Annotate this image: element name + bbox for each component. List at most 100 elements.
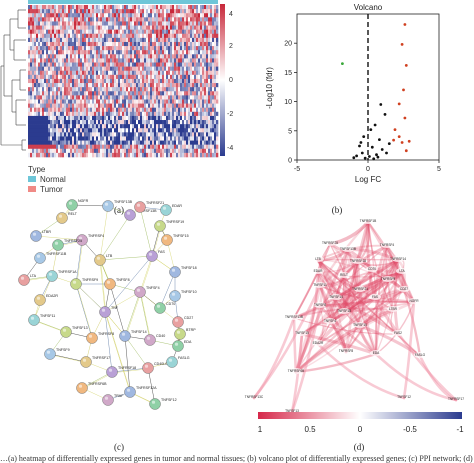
correlation-edge xyxy=(329,275,345,323)
volcano-point xyxy=(397,102,401,106)
ppi-edge xyxy=(100,260,112,285)
correlation-node-label: TNFSF13B xyxy=(340,247,356,251)
correlation-edge xyxy=(373,296,458,402)
ppi-edge xyxy=(75,283,93,339)
correlation-node-label: TNFSF8 xyxy=(314,303,326,307)
correlation-edge xyxy=(316,248,350,262)
ppi-edge xyxy=(147,367,156,405)
panel-a: 4 2 0 -2 -4 Type Normal Tumor xyxy=(0,0,240,200)
correlation-node-label: TNFRSF1B xyxy=(360,219,376,223)
ppi-node-label: CD40 xyxy=(156,334,165,338)
ppi-node: LTA xyxy=(18,274,37,286)
correlation-edge xyxy=(301,279,389,335)
correlation-node: TNFRSF11B xyxy=(285,314,303,320)
ppi-edge xyxy=(149,339,179,347)
x-tick-label: -5 xyxy=(294,166,300,173)
correlation-edge xyxy=(317,244,388,261)
correlation-node: TNFSF18 xyxy=(337,308,351,314)
ppi-edge xyxy=(39,244,59,259)
volcano-point xyxy=(373,123,377,127)
ppi-node: FAS xyxy=(146,250,165,262)
ppi-edge xyxy=(107,391,131,401)
correlation-edge xyxy=(317,259,421,357)
ppi-edge xyxy=(91,311,106,339)
ppi-edge xyxy=(105,312,126,337)
volcano-point xyxy=(359,141,363,144)
correlation-edge xyxy=(342,248,352,278)
correlation-edge xyxy=(357,259,399,266)
correlation-edge xyxy=(317,259,394,311)
ppi-edge xyxy=(100,260,107,313)
type-bar-normal xyxy=(28,0,218,4)
ppi-node: TNFSF13 xyxy=(60,326,88,338)
volcano-point xyxy=(375,153,378,157)
volcano-point xyxy=(369,128,373,132)
ppi-node: TNFRSF19 xyxy=(154,220,184,232)
correlation-edge xyxy=(374,245,388,355)
correlation-edge xyxy=(367,221,378,355)
correlation-node: TNFRSF4 xyxy=(380,242,394,248)
volcano-point xyxy=(393,128,397,132)
ppi-node-label: CD27 xyxy=(184,316,193,320)
ppi-edge xyxy=(166,239,176,273)
correlation-node: TNFRSF13C xyxy=(245,395,264,399)
ppi-edge xyxy=(51,275,77,285)
ppi-edge xyxy=(104,255,153,313)
correlation-edge xyxy=(317,261,359,273)
y-tick-label: 5 xyxy=(288,128,292,135)
ppi-node-label: TNFRSF9 xyxy=(82,278,98,282)
correlation-node-label: TNFSF15 xyxy=(295,331,309,335)
volcano-point xyxy=(385,151,388,155)
correlation-edge xyxy=(343,301,415,313)
correlation-edge xyxy=(328,288,362,324)
correlation-node-label: TNFRSF11B xyxy=(285,315,303,319)
correlation-node: RELT xyxy=(338,272,350,278)
ppi-edge xyxy=(151,239,168,257)
correlation-edge xyxy=(374,278,390,356)
volcano-point xyxy=(341,62,344,65)
correlation-node-label: CD70 xyxy=(368,267,376,271)
correlation-edge xyxy=(357,261,389,281)
volcano-point xyxy=(392,138,395,142)
ppi-edge xyxy=(104,311,131,393)
ppi-edge xyxy=(33,275,53,321)
correlation-edge xyxy=(328,242,406,292)
ppi-node: EDAR xyxy=(160,204,182,216)
ppi-edge xyxy=(160,226,169,241)
correlation-edge xyxy=(318,284,323,308)
ppi-node-label: CD70 xyxy=(166,302,175,306)
ppi-edge xyxy=(124,291,141,337)
colorbar-tick-label: 0.5 xyxy=(304,425,316,434)
correlation-edge xyxy=(342,220,370,314)
correlation-edge xyxy=(358,324,378,356)
ppi-edge xyxy=(104,291,141,313)
correlation-node: CD27 xyxy=(398,286,410,292)
volcano-point xyxy=(400,43,404,46)
correlation-edge xyxy=(343,261,359,313)
volcano-point xyxy=(352,156,356,160)
ppi-node-label: LTB xyxy=(106,254,113,258)
correlation-edge xyxy=(316,270,348,354)
correlation-edge xyxy=(366,220,377,300)
correlation-edge xyxy=(386,278,416,304)
correlation-node-label: CD27 xyxy=(400,287,408,291)
correlation-edge xyxy=(252,284,322,400)
ppi-edge xyxy=(125,292,142,337)
ppi-node: TNFRSF4 xyxy=(76,234,104,246)
correlation-edge xyxy=(374,352,458,402)
correlation-node: TNFSF15 xyxy=(295,330,309,336)
correlation-edge xyxy=(316,274,346,346)
volcano-point xyxy=(378,138,381,142)
volcano-point xyxy=(363,156,367,160)
correlation-node-label: TNFRSF21 xyxy=(352,287,368,291)
ppi-node: CD40LG xyxy=(142,362,168,374)
colorbar-tick-label: -0.5 xyxy=(403,425,417,434)
ppi-edge xyxy=(23,275,53,281)
ppi-edge xyxy=(57,239,83,246)
correlation-edge xyxy=(367,221,394,311)
ppi-node-label: TNFRSF18 xyxy=(118,366,136,370)
ppi-node-label: TNFRSF17 xyxy=(92,356,110,360)
correlation-edge xyxy=(393,258,400,336)
x-tick-label: 5 xyxy=(437,166,441,173)
ppi-node: TNFRSF21 xyxy=(134,201,164,213)
